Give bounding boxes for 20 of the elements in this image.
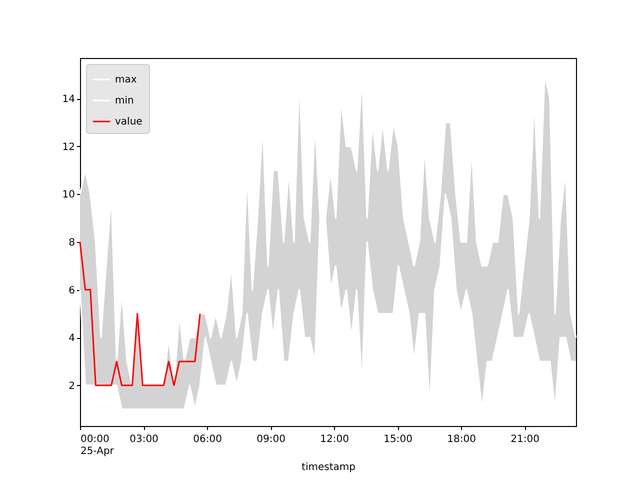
- x-tick-label: 12:00: [320, 434, 349, 445]
- x-tick-label: 21:00: [510, 434, 540, 445]
- y-tick-label: 4: [68, 333, 75, 344]
- legend-label: value: [115, 116, 142, 128]
- x-tick-label: 03:00: [130, 434, 158, 445]
- legend-label: min: [115, 96, 134, 106]
- x-tick-label: 09:00: [256, 434, 286, 445]
- x-tick-label: 18:00: [447, 434, 476, 445]
- x-tick-label: 06:00: [193, 434, 222, 445]
- y-tick-label: 8: [68, 238, 75, 248]
- x-axis-title: timestamp: [302, 462, 356, 473]
- y-tick-label: 12: [62, 142, 75, 153]
- y-tick-label: 6: [68, 285, 75, 296]
- x-tick-label: 15:00: [384, 434, 412, 445]
- x-tick-label: 00:00 25-Apr: [80, 434, 115, 457]
- legend-label: max: [115, 74, 137, 86]
- line-series: [79, 241, 201, 386]
- y-tick-label: 2: [68, 380, 75, 392]
- y-tick-label: 14: [62, 94, 75, 106]
- y-tick-label: 10: [62, 190, 75, 201]
